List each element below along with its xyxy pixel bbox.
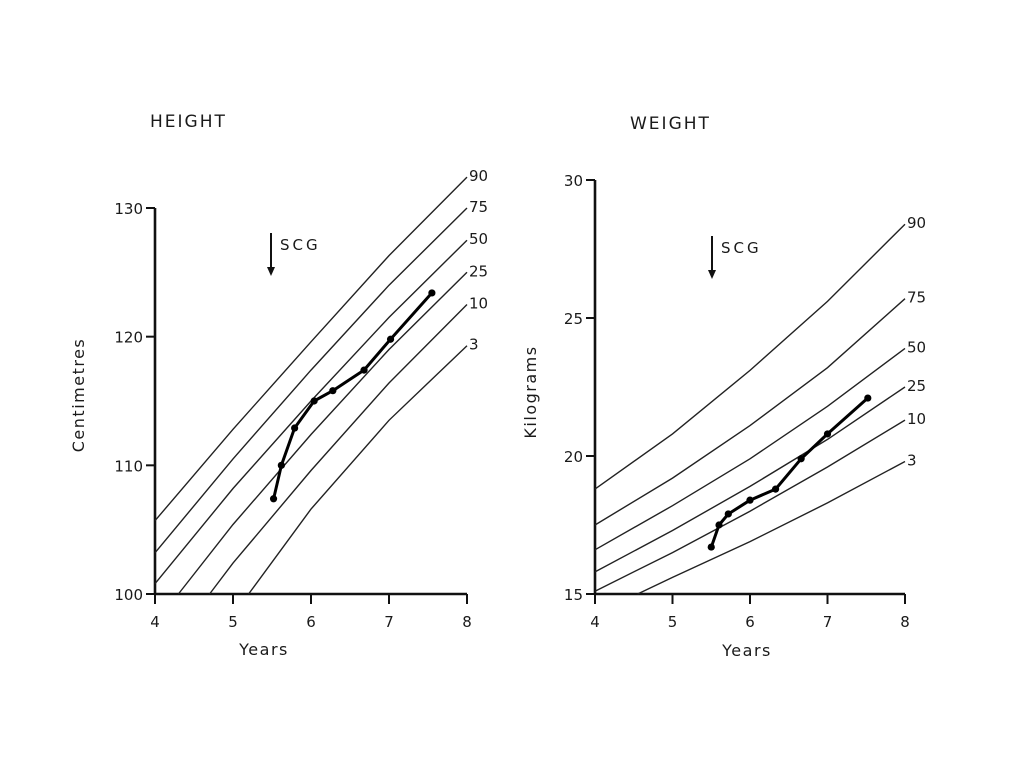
- height-x-tick-label: 6: [306, 613, 316, 631]
- weight-percentile-90-label: 90: [907, 214, 926, 232]
- weight-y-tick-label: 20: [564, 448, 583, 466]
- weight-percentile-50-curve: [594, 347, 906, 551]
- height-scg-label: SCG: [280, 236, 321, 254]
- height-x-tick-label: 4: [150, 613, 160, 631]
- height-percentile-50-label: 50: [469, 230, 488, 248]
- height-percentile-10-label: 10: [469, 295, 488, 313]
- height-percentile-75-label: 75: [469, 198, 488, 216]
- height-chart: HEIGHT Years Centimetres SCG 4 5 6 7 8 100 110…: [69, 112, 488, 659]
- weight-patient-point: [823, 430, 832, 438]
- height-percentile-3-curve: [248, 345, 468, 595]
- weight-y-tick-label: 30: [564, 172, 583, 190]
- height-percentile-25-curve: [177, 271, 468, 595]
- weight-percentile-25-curve: [594, 386, 906, 573]
- weight-percentile-10-curve: [594, 419, 906, 592]
- weight-percentile-25-label: 25: [907, 377, 926, 395]
- weight-chart: WEIGHT Years Kilograms SCG 4 5 6 7 8 15 20 25 30…: [521, 114, 926, 660]
- weight-x-tick-label: 6: [745, 613, 755, 631]
- weight-percentile-90-curve: [594, 223, 906, 490]
- weight-patient-point: [771, 485, 780, 493]
- height-percentile-75-curve: [154, 207, 468, 554]
- weight-x-tick-label: 8: [900, 613, 910, 631]
- height-percentile-3-label: 3: [469, 336, 479, 354]
- weight-scg-arrowhead: [708, 270, 716, 279]
- weight-y-tick-label: 15: [564, 586, 583, 604]
- height-patient-point: [291, 424, 299, 432]
- weight-patient-point: [707, 543, 715, 551]
- height-patient-point: [277, 461, 285, 469]
- weight-patient-point: [746, 496, 754, 504]
- height-y-tick-label: 110: [114, 457, 143, 475]
- height-x-tick-label: 5: [228, 613, 238, 631]
- weight-patient-point: [797, 455, 805, 463]
- weight-chart-title: WEIGHT: [630, 114, 711, 134]
- weight-percentile-75-label: 75: [907, 289, 926, 307]
- weight-percentile-3-label: 3: [907, 452, 917, 470]
- weight-x-tick-label: 7: [823, 613, 833, 631]
- height-patient-point: [428, 289, 436, 297]
- height-percentile-90-curve: [154, 176, 468, 522]
- height-patient-point: [360, 366, 368, 374]
- weight-percentile-10-label: 10: [907, 410, 926, 428]
- height-percentile-90-label: 90: [469, 167, 488, 185]
- weight-percentile-3-curve: [637, 460, 906, 595]
- weight-percentile-50-label: 50: [907, 338, 926, 356]
- height-patient-point: [310, 397, 318, 405]
- height-patient-point: [329, 387, 337, 395]
- height-x-tick-label: 7: [384, 613, 394, 631]
- weight-x-tick-label: 5: [668, 613, 678, 631]
- height-y-tick-label: 120: [114, 329, 143, 347]
- weight-x-axis-label: Years: [721, 641, 772, 660]
- height-scg-arrowhead: [267, 267, 275, 276]
- weight-scg-label: SCG: [721, 239, 762, 257]
- height-y-tick-label: 100: [114, 586, 143, 604]
- weight-x-tick-label: 4: [590, 613, 600, 631]
- height-y-tick-label: 130: [114, 200, 143, 218]
- height-percentile-10-curve: [209, 304, 468, 595]
- height-x-tick-label: 8: [462, 613, 472, 631]
- height-patient-point: [386, 335, 395, 343]
- height-percentile-25-label: 25: [469, 262, 488, 280]
- weight-y-axis-label: Kilograms: [521, 345, 540, 438]
- weight-percentile-75-curve: [594, 298, 906, 526]
- height-chart-title: HEIGHT: [150, 112, 227, 132]
- height-y-axis-label: Centimetres: [69, 338, 88, 452]
- weight-patient-point: [864, 394, 872, 402]
- height-x-axis-label: Years: [238, 640, 289, 659]
- weight-patient-point: [724, 510, 732, 518]
- height-patient-line: [272, 291, 434, 500]
- weight-y-tick-label: 25: [564, 310, 583, 328]
- weight-patient-point: [715, 521, 723, 529]
- height-patient-point: [269, 495, 278, 503]
